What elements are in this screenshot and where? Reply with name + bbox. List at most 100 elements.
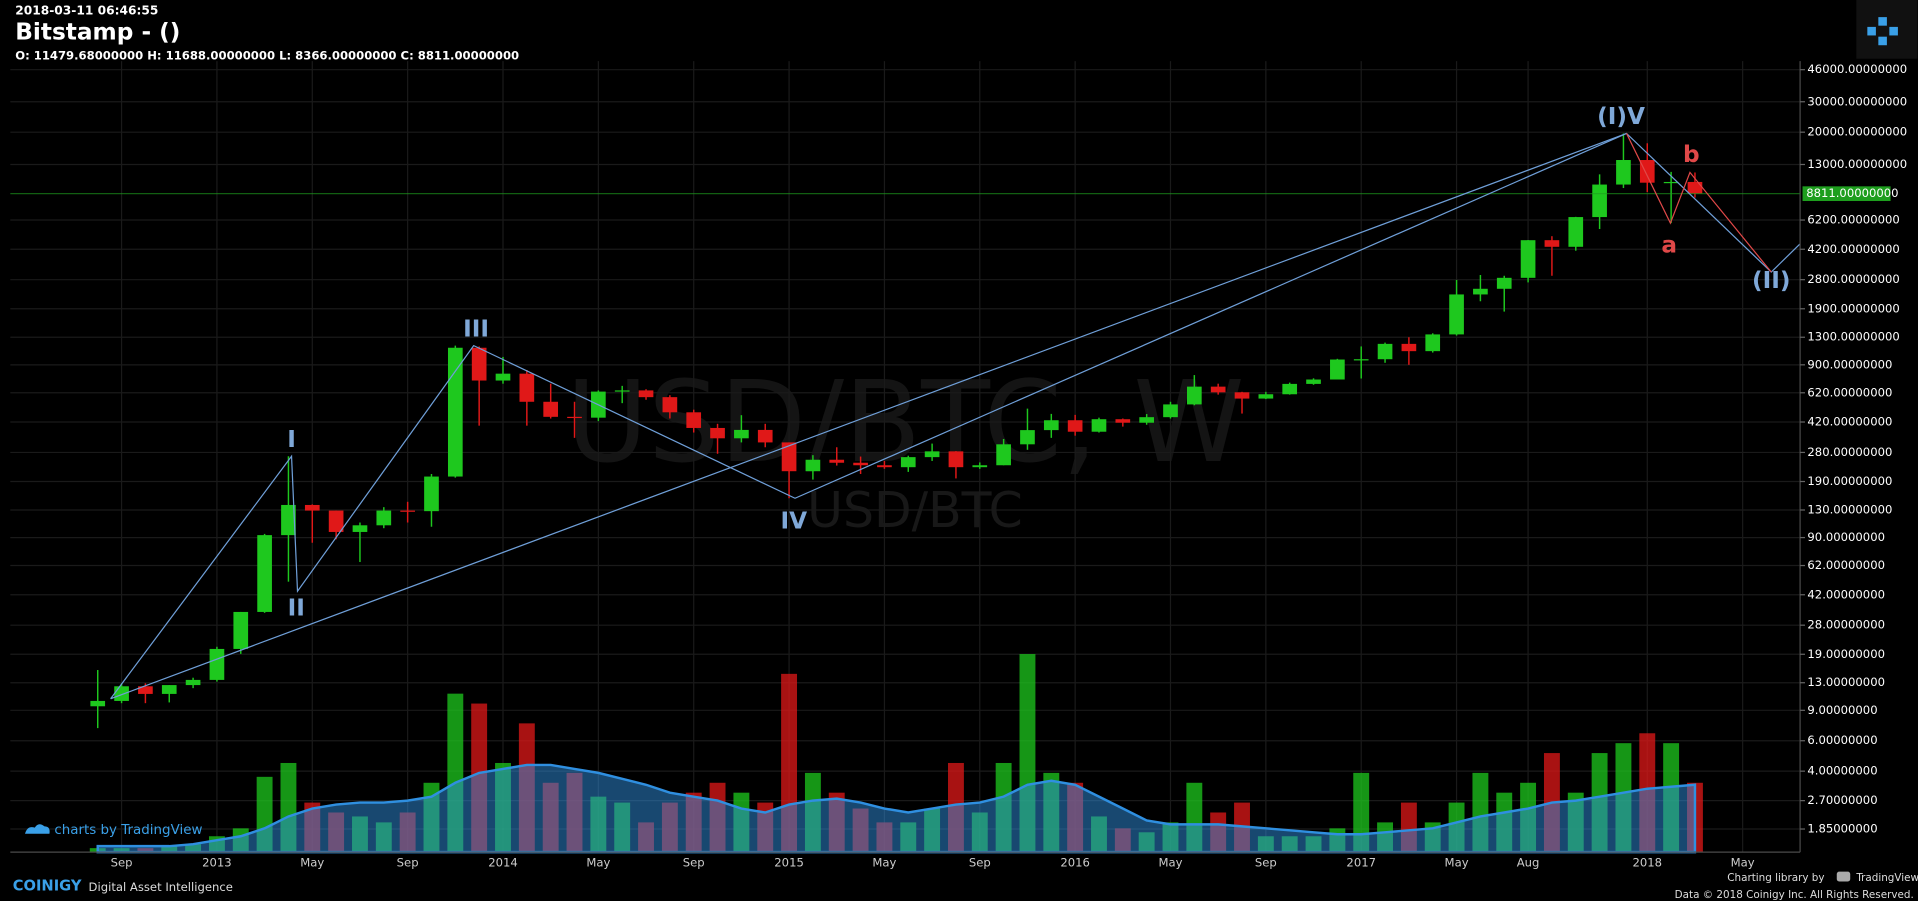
candle-body [376, 510, 392, 526]
candle-body [614, 390, 630, 392]
candle-body [424, 476, 439, 512]
x-tick-label: May [872, 856, 896, 870]
x-tick-label: Sep [1255, 856, 1277, 870]
candle-body [948, 451, 964, 468]
tradingview-badge[interactable]: charts by TradingView [24, 823, 202, 838]
wave-line [110, 132, 1627, 700]
brand: COINIGY [13, 877, 82, 894]
candle-body [1687, 181, 1703, 194]
x-tick-label: Sep [111, 856, 133, 870]
candle-body [90, 700, 106, 707]
wave-label: a [1661, 231, 1677, 258]
y-tick-label: 9.00000000 [1807, 703, 1877, 717]
candle-body [829, 459, 845, 463]
x-tick-label: May [300, 856, 324, 870]
wave-label: (II) [1752, 267, 1791, 294]
x-tick-label: 2014 [488, 856, 518, 870]
x-tick-label: 2013 [202, 856, 232, 870]
candle-body [161, 685, 177, 694]
candle-body [972, 465, 988, 468]
candle-body [519, 373, 535, 402]
tagline: Digital Asset Intelligence [89, 880, 233, 894]
candle-body [1282, 383, 1298, 395]
logo-square [1878, 36, 1887, 46]
wave-label: I [287, 426, 296, 453]
candle-body [1473, 288, 1488, 295]
candle-body [1139, 417, 1154, 423]
y-tick-label: 13.00000000 [1807, 675, 1885, 689]
y-tick-label: 190.00000000 [1807, 474, 1892, 488]
y-tick-label: 620.00000000 [1807, 385, 1892, 399]
y-tick-label: 1.85000000 [1807, 822, 1877, 836]
coinigy-logo [1856, 0, 1918, 59]
candle-body [1425, 334, 1441, 352]
candle-body [471, 347, 487, 381]
library-name[interactable]: TradingView [1855, 872, 1918, 884]
volume-bar [1353, 772, 1370, 853]
candle-body [1639, 160, 1655, 183]
candle-body [281, 504, 296, 536]
candle-body [233, 611, 249, 649]
y-tick-label: 2800.00000000 [1807, 272, 1899, 286]
candle-body [304, 504, 320, 511]
candle-body [805, 459, 821, 472]
x-tick-label: 2015 [774, 856, 804, 870]
y-tick-label: 130.00000000 [1807, 502, 1892, 516]
last-price-label: 8811.00000000 [1806, 186, 1898, 200]
wave-line [110, 132, 1801, 700]
library-icon [1836, 871, 1851, 882]
candle-body [1258, 394, 1274, 399]
y-tick-label: 4200.00000000 [1807, 242, 1899, 256]
candle-body [1115, 419, 1131, 423]
y-tick-label: 30000.00000000 [1807, 94, 1907, 108]
y-tick-label: 19.00000000 [1807, 647, 1885, 661]
copyright: Data © 2018 Coinigy Inc. All Rights Rese… [1675, 889, 1914, 901]
candle-body [1592, 184, 1607, 218]
y-tick-label: 2.70000000 [1807, 793, 1877, 807]
x-tick-label: May [1445, 856, 1469, 870]
wave-label: (I)V [1597, 103, 1645, 130]
y-tick-label: 28.00000000 [1807, 618, 1885, 632]
x-tick-label: Sep [397, 856, 419, 870]
candle-body [757, 429, 773, 443]
x-tick-label: Sep [683, 856, 705, 870]
candle-body [567, 416, 582, 419]
candle-body [1496, 277, 1512, 289]
wave-label: IV [781, 508, 808, 535]
wave-label: III [463, 316, 489, 343]
candle-body [185, 679, 201, 686]
candle-body [1449, 294, 1464, 335]
candle-body [543, 401, 559, 417]
candle-body [877, 465, 892, 468]
x-tick-label: Sep [969, 856, 991, 870]
candle-body [352, 525, 368, 532]
x-tick-label: May [586, 856, 610, 870]
y-tick-label: 4.00000000 [1807, 764, 1877, 778]
candle-body [495, 373, 511, 381]
candle-body [1306, 379, 1321, 384]
candle-body [710, 427, 725, 439]
candle-body [400, 510, 415, 512]
y-tick-label: 6200.00000000 [1807, 213, 1899, 227]
logo-square [1889, 26, 1898, 36]
library-text: Charting library by [1727, 872, 1824, 884]
candle-body [686, 412, 702, 428]
x-tick-label: May [1731, 856, 1755, 870]
candle-body [1401, 343, 1417, 352]
y-tick-label: 13000.00000000 [1807, 157, 1907, 171]
y-tick-label: 62.00000000 [1807, 558, 1885, 572]
x-tick-label: 2016 [1060, 856, 1090, 870]
candle-body [1663, 181, 1679, 184]
badge-text[interactable]: charts by TradingView [54, 823, 202, 838]
y-tick-label: 46000.00000000 [1807, 62, 1907, 76]
logo-square [1878, 17, 1887, 26]
candle-body [638, 390, 654, 398]
logo-square [1867, 26, 1876, 36]
candle-body [1353, 359, 1369, 361]
candle-body [900, 457, 916, 468]
y-tick-label: 1300.00000000 [1807, 330, 1899, 344]
candle-body [447, 347, 463, 477]
candle-body [1187, 386, 1202, 405]
